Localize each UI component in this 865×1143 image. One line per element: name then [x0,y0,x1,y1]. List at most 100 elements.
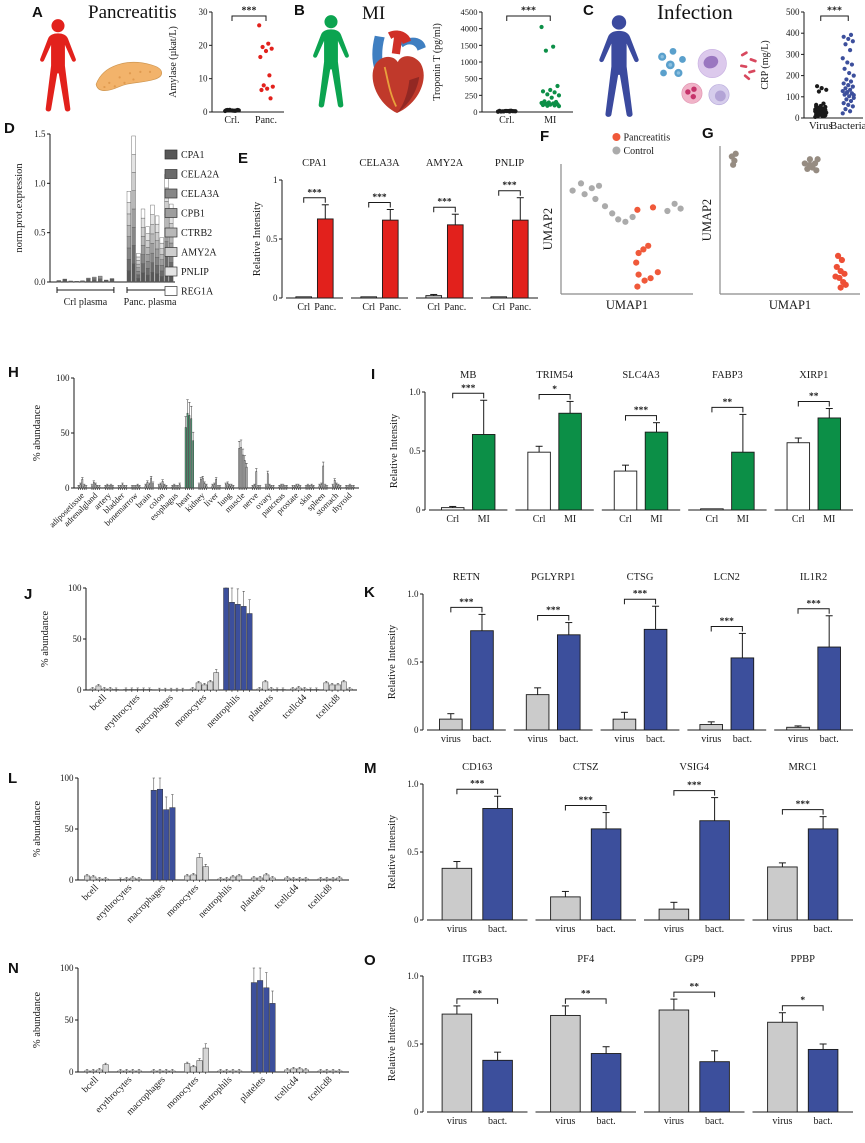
bar [308,486,311,489]
bar [290,878,297,881]
bar [184,427,187,489]
gene-title: MB [460,370,476,381]
y-tick-label: 500 [465,74,478,84]
stack-segment [131,227,136,246]
legend-label: Control [623,146,654,157]
data-point [850,84,855,89]
bar [807,1048,839,1113]
bar [201,477,204,489]
bar [257,877,264,881]
sig-stars: ** [723,398,733,408]
bar [150,1070,157,1073]
sig-bracket [623,598,657,605]
y-tick-label: 4000 [461,24,478,34]
data-point [549,95,554,100]
umap-point [581,191,588,198]
bar [263,987,270,1073]
umap-point [677,205,684,212]
stack-segment [159,237,164,244]
bar [699,1061,730,1113]
legend-dot [612,133,621,141]
bar [205,485,208,489]
F_umap-svg: UMAP1 UMAP2 Pancreatitis Control [541,133,693,312]
stack-segment [140,245,146,255]
stack-segment [126,236,131,249]
O_markers-svg: 0 0.5 1.0 Relative Intensity virus bact. ITGB3… [387,954,853,1127]
bar [85,486,87,489]
x-label: MI [823,514,835,525]
bar [291,486,294,489]
stack-segment [136,256,141,261]
umap-point [806,156,814,163]
data-point [850,39,855,44]
y-tick-label: 0 [414,1107,419,1117]
umap-point [732,150,739,157]
stack-segment [140,227,146,237]
legend-label: CPB1 [181,209,205,220]
y-axis-label: Relative Intensity [389,413,400,488]
legend-swatch [164,227,178,238]
bar [331,485,334,489]
bar [262,681,269,691]
bar [341,681,347,691]
x-label: Crl [706,514,719,525]
bar [123,486,126,489]
bar [121,484,124,489]
sig-bracket [781,1005,824,1011]
lymphocyte-cell [708,84,730,106]
umap-point [832,273,839,280]
y-axis-label: % abundance [32,992,43,1049]
stack-segment [136,274,141,279]
bar [192,440,194,489]
sig-bracket [433,206,456,213]
gene-title: GP9 [685,954,704,965]
bar [346,688,353,691]
data-point [841,81,846,86]
category-label: tcellcd8 [314,693,343,722]
bar [117,486,120,489]
x-label: Crl [446,514,459,525]
data-point [545,92,550,97]
data-point [823,108,828,113]
stack-segment [92,276,97,278]
data-point [845,60,850,65]
bar [302,878,309,881]
sig-bracket [797,608,830,614]
umap-point [814,156,821,163]
bar [229,1070,236,1073]
x-label: Panc. [314,302,336,313]
sig-stars: *** [546,606,561,616]
y-tick-label: 0.5 [407,847,419,857]
bar [786,726,810,731]
panel-b-letter: B [294,2,305,19]
umap-point [609,210,616,217]
x-label: Crl [492,302,505,313]
umap-point [664,207,671,215]
gene-title: XIRP1 [799,370,828,381]
category-label: monocytes [165,883,201,919]
bar [112,486,114,489]
bar [590,828,622,921]
umap-point [654,269,661,276]
data-point [234,108,239,113]
y-axis-label: UMAP2 [700,199,714,241]
human-silhouette-green-icon [313,15,349,108]
y-tick-label: 500 [786,7,800,17]
category-label: monocytes [165,1075,201,1111]
bar [296,1068,303,1073]
bar [138,486,141,489]
data-point [555,83,560,89]
bar [658,1009,690,1113]
bar [284,486,286,489]
panel-n-abundance-chart: 0 50 100% abundance bcell erythrocytes macrop… [28,956,353,1142]
sig-bracket [538,393,571,400]
bar [259,486,261,489]
category-label: tcellcd8 [306,1075,335,1104]
x-label: virus [664,1116,684,1127]
data-point [843,42,848,47]
data-point [267,73,272,78]
y-tick-label: 100 [68,583,82,593]
panel-e-letter: E [238,150,249,167]
umap-point [647,275,654,282]
